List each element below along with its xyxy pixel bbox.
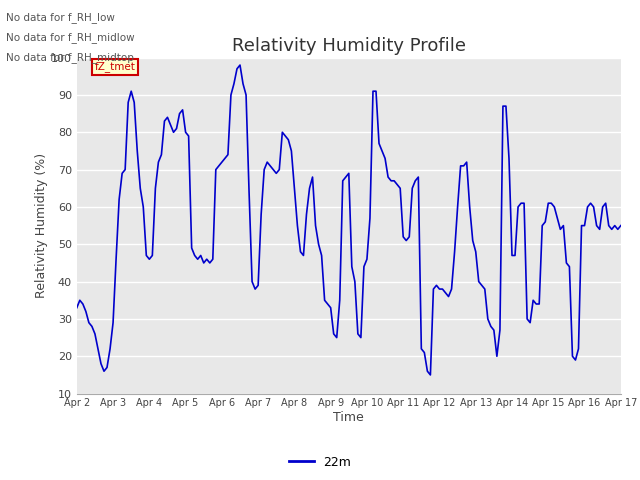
22m xyxy=(224,152,232,157)
Text: fZ_tmet: fZ_tmet xyxy=(95,61,136,72)
X-axis label: Time: Time xyxy=(333,411,364,424)
22m xyxy=(73,305,81,311)
Text: No data for f_RH_low: No data for f_RH_low xyxy=(6,12,115,23)
22m xyxy=(617,223,625,228)
22m xyxy=(529,298,537,303)
22m xyxy=(236,62,244,68)
22m xyxy=(426,372,434,378)
22m xyxy=(339,178,347,184)
22m xyxy=(118,170,126,176)
Text: No data for f_RH_midlow: No data for f_RH_midlow xyxy=(6,32,135,43)
Y-axis label: Relativity Humidity (%): Relativity Humidity (%) xyxy=(35,153,48,298)
22m xyxy=(154,159,162,165)
Legend: 22m: 22m xyxy=(284,451,356,474)
22m xyxy=(336,298,344,303)
Line: 22m: 22m xyxy=(77,65,621,375)
Title: Relativity Humidity Profile: Relativity Humidity Profile xyxy=(232,36,466,55)
Text: No data for f_RH_midtop: No data for f_RH_midtop xyxy=(6,52,134,63)
